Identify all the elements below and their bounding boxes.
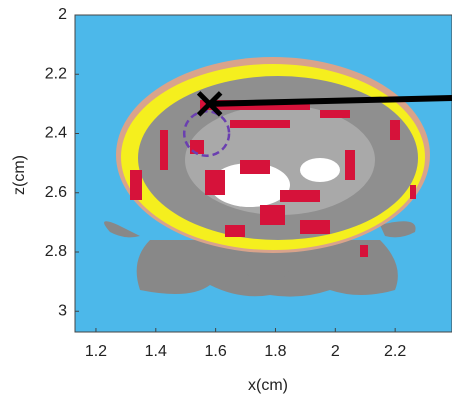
- y-tick-label: 3: [58, 302, 67, 319]
- plot-frame: [74, 14, 452, 333]
- spine: [230, 250, 300, 285]
- y-tick-label: 2: [58, 6, 67, 23]
- x-tick-label: 2: [331, 343, 340, 360]
- bright-region: [300, 158, 340, 182]
- y-axis-label: z(cm): [11, 155, 28, 195]
- x-tick-label: 1.4: [145, 343, 167, 360]
- x-axis-label: x(cm): [248, 377, 288, 394]
- beam-line: [209, 94, 452, 107]
- x-tick-label: 1.2: [85, 343, 107, 360]
- x-tick-label: 2.2: [384, 343, 406, 360]
- y-tick-label: 2.8: [45, 243, 67, 260]
- x-tick-label: 1.8: [264, 343, 286, 360]
- tissue: [380, 221, 416, 238]
- y-tick-label: 2.6: [45, 184, 67, 201]
- marker: [196, 91, 223, 117]
- tissue: [104, 221, 140, 238]
- x-tick-label: 1.6: [205, 343, 227, 360]
- roi-circle: [182, 110, 231, 157]
- y-tick-label: 2.4: [45, 125, 67, 142]
- segmentation-image: [104, 57, 430, 297]
- y-tick-label: 2.2: [45, 65, 67, 82]
